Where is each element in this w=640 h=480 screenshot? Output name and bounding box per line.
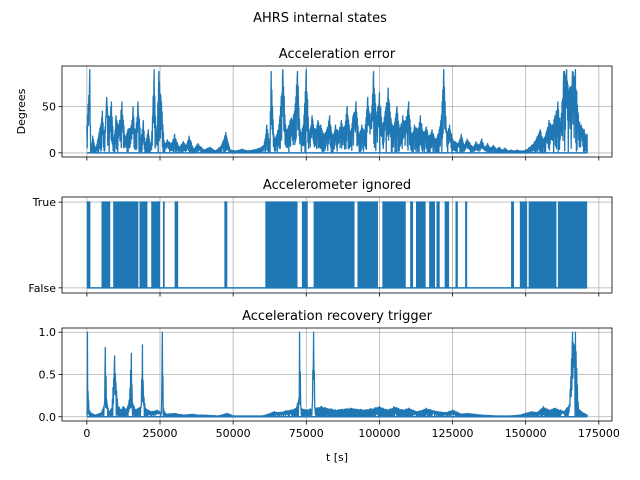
y-tick-label: True [32,196,57,209]
ticks-acceleration-error: 0 50 [42,101,600,161]
series-acceleration-recovery-trigger [86,331,588,418]
xlabel-time: t [s] [326,451,348,464]
state-true-interval [557,202,588,288]
series-acceleration-error [86,69,588,154]
y-tick-label: 0.0 [39,411,57,424]
state-true-interval [528,202,557,288]
ylabel-acceleration-error: Degrees [15,88,28,134]
ticks-acceleration-recovery-trigger: 0 25000 50000 75000 100000 125000 150000 175000… [39,326,620,440]
subplot-accelerometer-ignored: False True Accelerometer ignored [28,178,613,297]
state-true-interval [265,202,298,288]
state-true-interval [151,202,161,288]
state-true-interval [224,202,228,288]
x-tick-label: 150000 [505,427,547,440]
state-true-interval [86,202,91,288]
figure-title: AHRS internal states [253,11,387,26]
x-tick-label: 25000 [143,427,178,440]
state-true-interval [455,202,458,288]
subplot-title-acceleration-error: Acceleration error [279,47,396,62]
y-tick-label: 1.0 [39,326,57,339]
state-true-interval [313,202,355,288]
y-tick-label: 0 [49,147,56,160]
state-true-interval [101,202,111,288]
y-tick-label: False [28,282,56,295]
state-true-interval [174,202,179,288]
x-tick-label: 125000 [432,427,474,440]
x-tick-label: 100000 [358,427,400,440]
state-true-interval [113,202,139,288]
state-true-interval [357,202,378,288]
state-true-interval [465,202,468,288]
subplot-acceleration-recovery-trigger: 0 25000 50000 75000 100000 125000 150000 175000… [39,309,620,464]
state-true-interval [382,202,406,288]
x-tick-label: 50000 [216,427,251,440]
state-true-interval [301,202,308,288]
x-tick-label: 0 [83,427,90,440]
state-true-interval [436,202,440,288]
ticks-accelerometer-ignored: False True [28,196,600,297]
state-true-interval [162,202,165,288]
axes-frame-accelerometer-ignored [61,196,613,294]
series-accelerometer-ignored [86,201,588,289]
subplot-title-accelerometer-ignored: Accelerometer ignored [263,178,411,193]
x-tick-label: 175000 [578,427,620,440]
series-line [86,331,588,418]
subplot-acceleration-error: 0 50 Acceleration error Degrees [15,47,613,161]
state-true-interval [444,202,450,288]
state-true-interval [519,202,528,288]
series-line [86,69,588,154]
state-true-interval [511,202,514,288]
subplot-title-acceleration-recovery-trigger: Acceleration recovery trigger [242,309,432,324]
state-true-interval [410,202,414,288]
axes-frame-acceleration-error [61,65,613,158]
y-tick-label: 50 [42,101,56,114]
state-true-interval [415,202,426,288]
state-true-interval [429,202,436,288]
x-tick-label: 75000 [289,427,324,440]
state-true-interval [139,202,148,288]
y-tick-label: 0.5 [39,369,57,382]
